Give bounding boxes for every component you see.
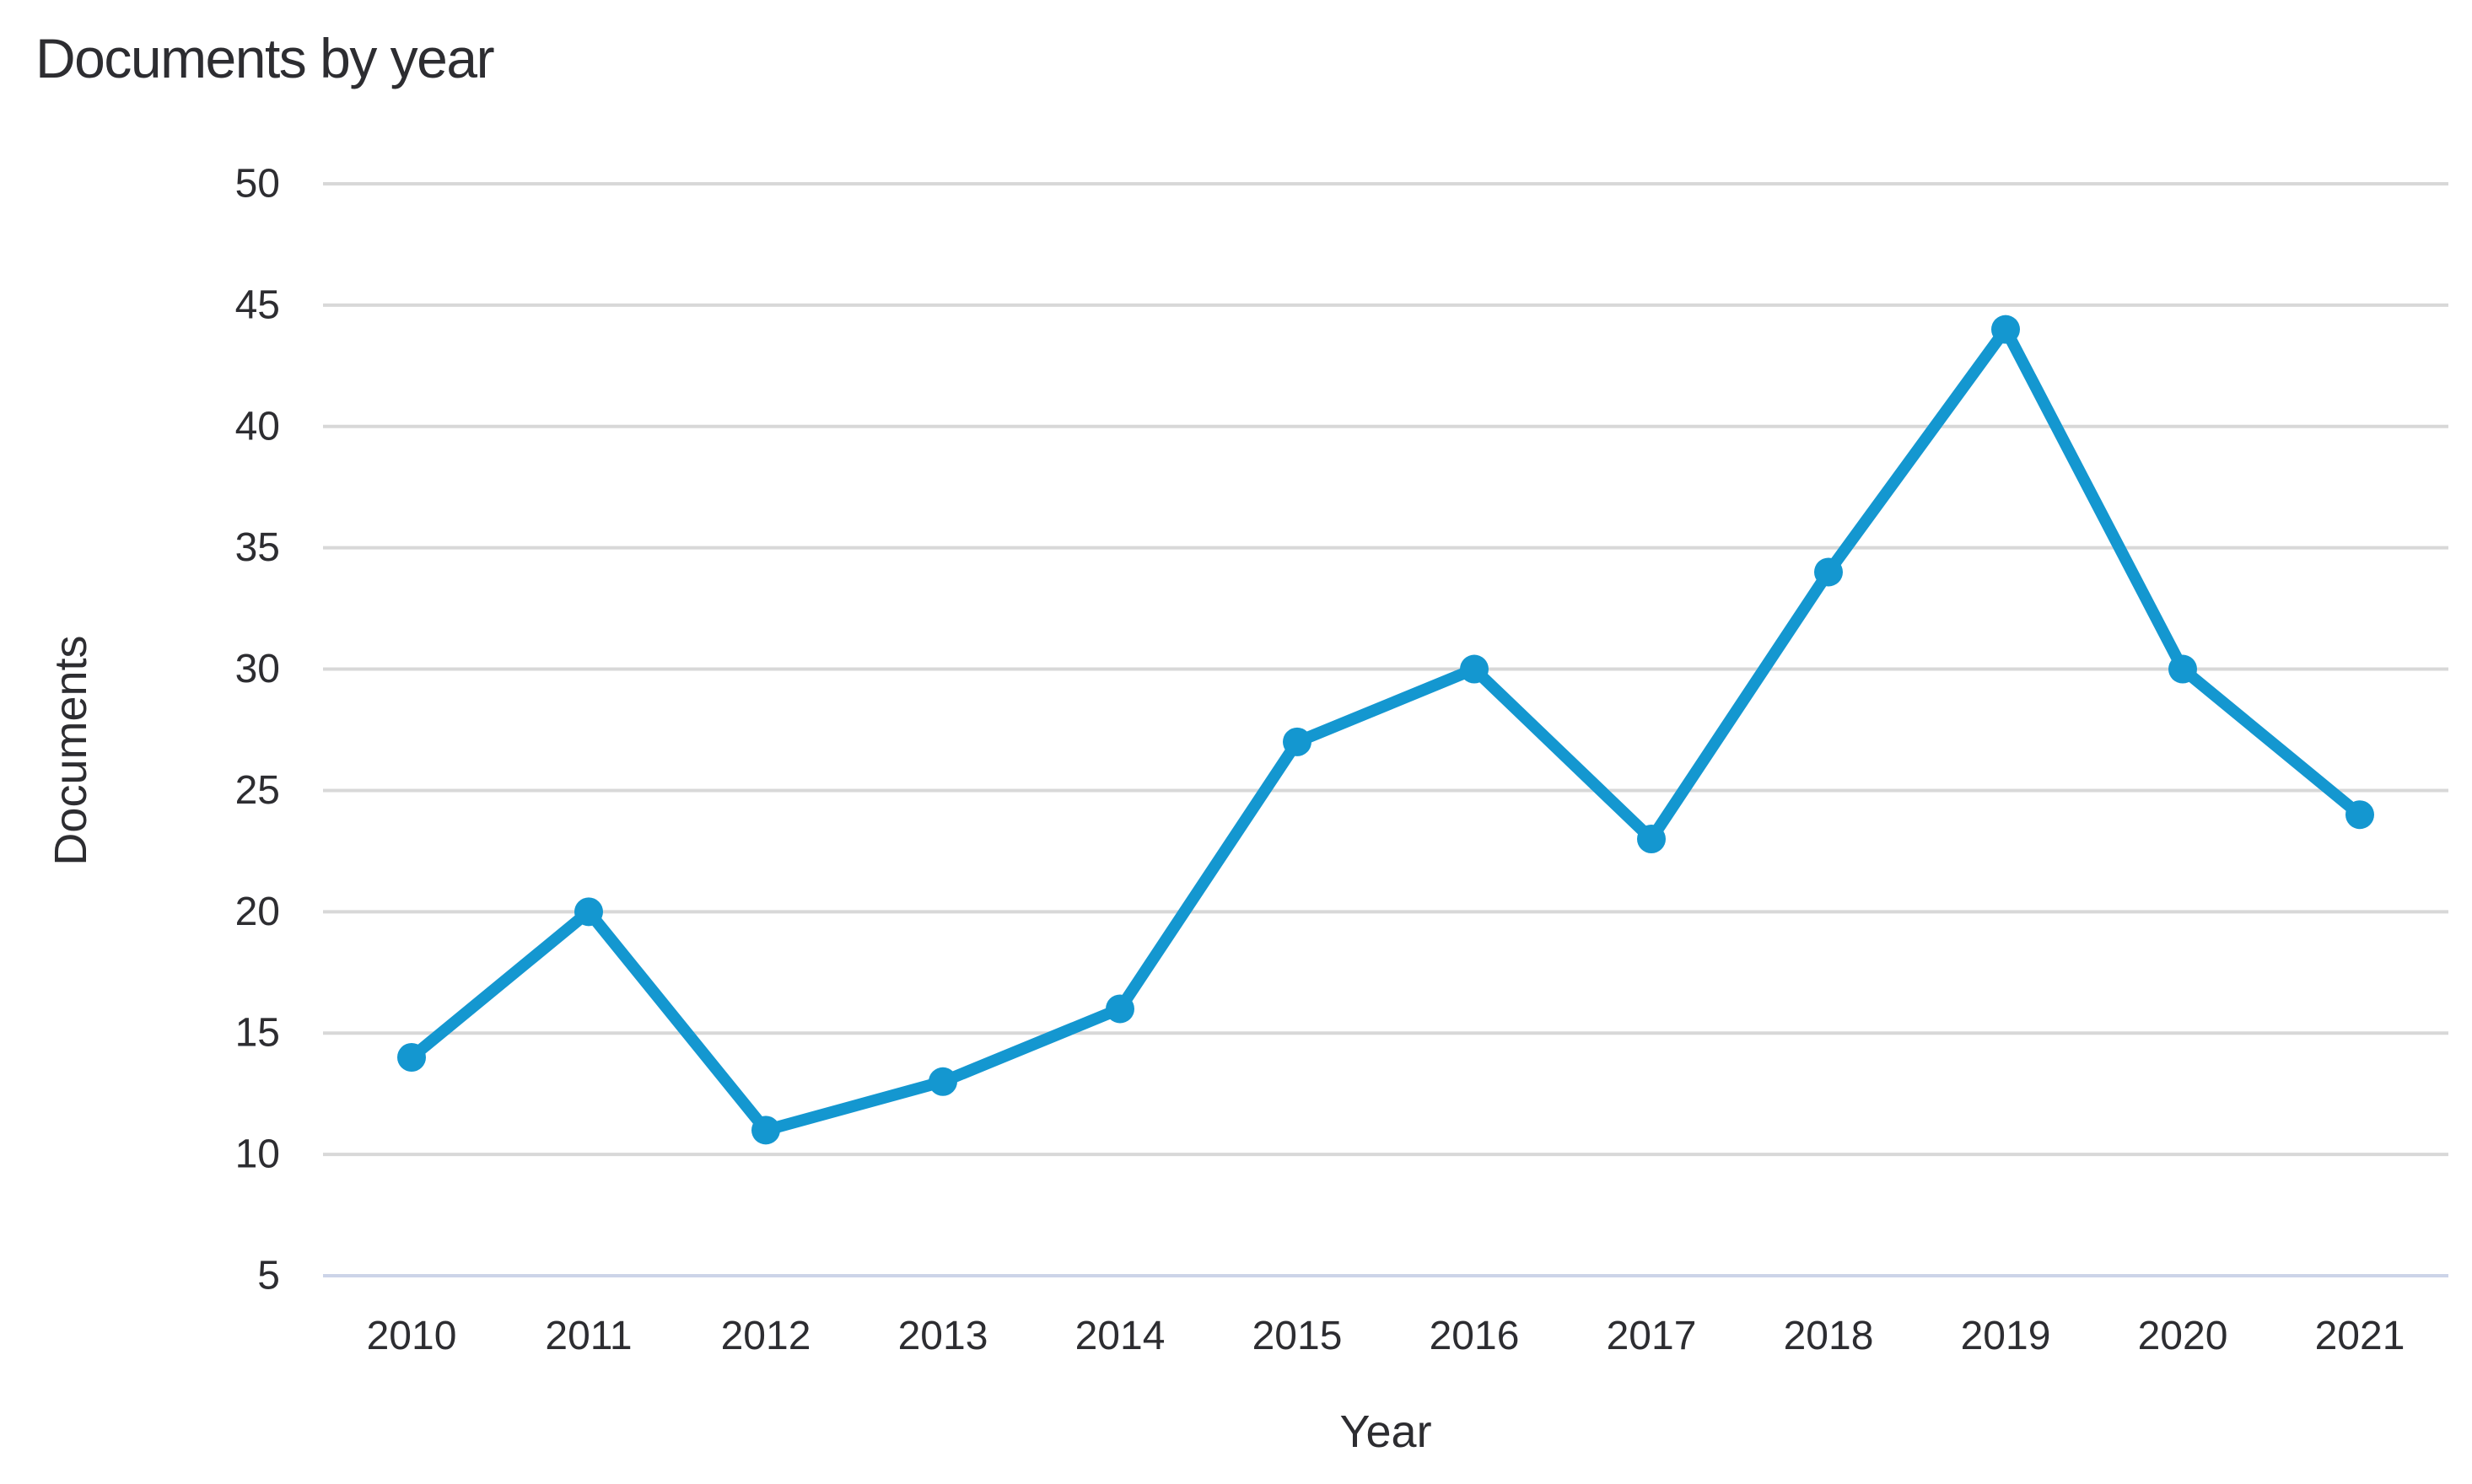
y-tick-label: 45	[235, 282, 280, 327]
data-point-marker	[1814, 557, 1843, 587]
x-tick-label: 2014	[1075, 1314, 1166, 1358]
data-point-markers	[397, 315, 2374, 1145]
x-tick-label: 2012	[721, 1314, 811, 1358]
x-tick-label: 2019	[1961, 1314, 2051, 1358]
data-point-marker	[1283, 727, 1311, 756]
chart-title: Documents by year	[35, 27, 494, 89]
x-tick-label: 2013	[898, 1314, 988, 1358]
x-tick-label: 2015	[1252, 1314, 1343, 1358]
y-tick-label: 10	[235, 1132, 280, 1177]
y-axis-tick-labels: 5 10 15 20 25 30 35 40 45 50	[235, 162, 280, 1298]
x-tick-label: 2021	[2315, 1314, 2405, 1358]
x-tick-label: 2010	[367, 1314, 457, 1358]
y-tick-label: 5	[257, 1254, 280, 1298]
x-tick-label: 2018	[1784, 1314, 1874, 1358]
data-point-marker	[2345, 800, 2374, 830]
data-point-marker	[1106, 994, 1134, 1024]
data-point-marker	[929, 1067, 957, 1096]
y-tick-label: 40	[235, 404, 280, 449]
y-tick-label: 50	[235, 162, 280, 207]
y-tick-label: 35	[235, 525, 280, 570]
y-tick-label: 15	[235, 1011, 280, 1056]
data-point-marker	[2168, 654, 2197, 684]
series-line	[406, 323, 2366, 1137]
data-point-marker	[1637, 825, 1666, 853]
x-axis-tick-labels: 2010 2011 2012 2013 2014 2015 2016 2017 2018 2019…	[367, 1314, 2405, 1358]
y-tick-label: 25	[235, 768, 280, 813]
x-tick-label: 2016	[1430, 1314, 1520, 1358]
x-tick-label: 2011	[545, 1314, 632, 1358]
data-point-marker	[574, 897, 603, 927]
x-tick-label: 2020	[2138, 1314, 2228, 1358]
data-point-marker	[397, 1043, 426, 1072]
gridlines	[323, 182, 2448, 1277]
x-tick-label: 2017	[1607, 1314, 1697, 1358]
y-tick-label: 20	[235, 890, 280, 934]
y-tick-label: 30	[235, 647, 280, 691]
y-axis-title: Documents	[46, 635, 96, 865]
data-point-marker	[1991, 315, 2020, 344]
x-axis-title: Year	[1339, 1406, 1431, 1457]
data-point-marker	[1460, 654, 1489, 684]
data-point-marker	[751, 1116, 780, 1145]
